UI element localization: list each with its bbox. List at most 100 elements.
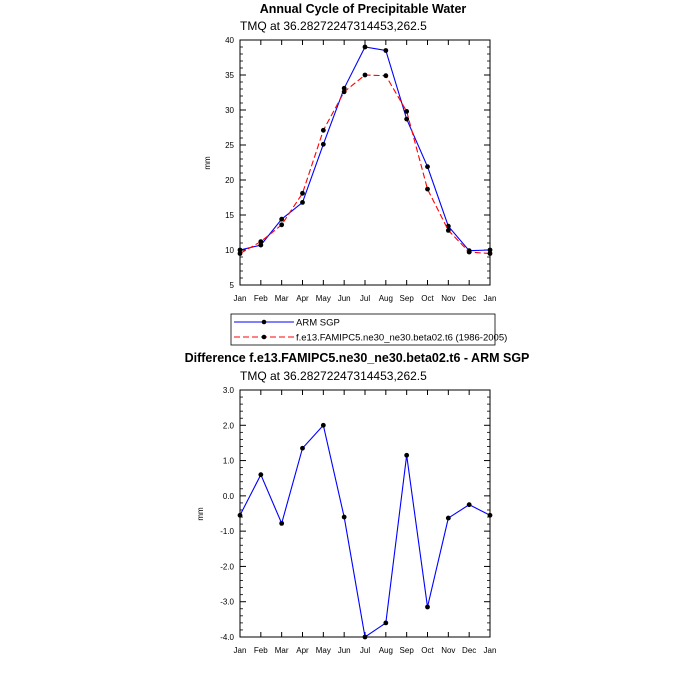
data-point — [487, 251, 493, 256]
data-point — [362, 44, 368, 50]
data-point — [320, 141, 326, 147]
x-tick-label: Oct — [421, 646, 434, 655]
x-tick-label: Aug — [379, 294, 393, 303]
data-point — [362, 634, 368, 640]
legend-box — [230, 313, 496, 346]
y-tick-label: -1.0 — [220, 527, 234, 536]
chart-2-title: Difference f.e13.FAMIPC5.ne30_ne30.beta0… — [185, 351, 530, 365]
data-point — [487, 512, 493, 518]
data-point — [341, 85, 347, 91]
data-point — [445, 228, 451, 233]
chart-2-ticks: Jan Feb Mar Apr May Jun Jul Aug Sep Oct Nov Dec Jan-… — [220, 386, 496, 655]
y-tick-label: 5 — [230, 281, 235, 290]
chart-1-ylabel: mm — [203, 156, 212, 170]
data-point — [258, 242, 264, 248]
x-tick-label: Jan — [234, 294, 247, 303]
data-point — [320, 127, 326, 133]
data-point — [341, 89, 347, 95]
x-tick-label: Oct — [421, 294, 434, 303]
data-point — [383, 48, 389, 53]
y-tick-label: 40 — [225, 36, 234, 45]
y-tick-label: 10 — [225, 246, 234, 255]
data-point — [279, 216, 285, 222]
data-point — [404, 452, 410, 458]
chart-2-subtitle: TMQ at 36.28272247314453,262.5 — [240, 369, 427, 383]
x-tick-label: Jul — [360, 646, 370, 655]
y-tick-label: 0.0 — [223, 492, 235, 501]
data-point — [237, 251, 243, 256]
series-line-1 — [239, 74, 491, 255]
data-point — [445, 223, 451, 229]
y-tick-label: 20 — [225, 176, 234, 185]
chart-1-title: Annual Cycle of Precipitable Water — [260, 2, 467, 16]
chart-1-ticks: Jan Feb Mar Apr May Jun Jul Aug Sep Oct Nov Dec Jan 5… — [225, 36, 496, 303]
chart-1-series — [237, 44, 493, 256]
x-tick-label: Jul — [360, 294, 370, 303]
data-point — [300, 200, 305, 205]
data-point — [445, 515, 451, 521]
y-tick-label: -4.0 — [220, 633, 234, 642]
data-point — [300, 445, 305, 451]
x-tick-label: Feb — [254, 646, 268, 655]
data-point — [425, 186, 430, 192]
series-line-0 — [239, 424, 491, 638]
data-point — [404, 109, 410, 114]
x-tick-label: Feb — [254, 294, 268, 303]
x-tick-label: Jun — [338, 294, 351, 303]
y-tick-label: 15 — [225, 211, 234, 220]
x-tick-label: Apr — [296, 646, 309, 655]
x-tick-label: Apr — [296, 294, 309, 303]
chart-1: Annual Cycle of Precipitable Water TMQ a… — [203, 2, 507, 346]
y-tick-label: 2.0 — [223, 421, 235, 430]
x-tick-label: Mar — [275, 646, 289, 655]
x-tick-label: May — [316, 646, 331, 655]
data-point — [383, 73, 389, 79]
legend-marker-arm-sgp — [261, 319, 267, 325]
data-point — [362, 72, 368, 78]
y-tick-label: 25 — [225, 141, 234, 150]
x-tick-label: Aug — [379, 646, 393, 655]
x-tick-label: Dec — [462, 294, 476, 303]
chart-2-series — [237, 422, 493, 640]
x-tick-label: Dec — [462, 646, 476, 655]
y-tick-label: 3.0 — [223, 386, 235, 395]
x-tick-label: Mar — [275, 294, 289, 303]
data-point — [279, 222, 285, 228]
y-tick-label: -2.0 — [220, 562, 234, 571]
y-tick-label: 1.0 — [223, 457, 235, 466]
x-tick-label: Jun — [338, 646, 351, 655]
chart-2-ylabel: mm — [196, 507, 205, 521]
x-tick-label: Jan — [484, 294, 497, 303]
x-tick-label: Sep — [400, 646, 415, 655]
x-tick-label: Sep — [400, 294, 415, 303]
data-point — [341, 514, 347, 520]
x-tick-label: Jan — [234, 646, 247, 655]
legend-marker-model — [261, 334, 267, 340]
data-point — [258, 239, 264, 245]
y-tick-label: 35 — [225, 71, 234, 80]
data-point — [320, 422, 326, 428]
y-tick-label: -3.0 — [220, 598, 234, 607]
chart-1-subtitle: TMQ at 36.28272247314453,262.5 — [240, 19, 427, 33]
chart-2: Difference f.e13.FAMIPC5.ne30_ne30.beta0… — [185, 351, 530, 655]
legend-label-model: f.e13.FAMIPC5.ne30_ne30.beta02.t6 (1986-… — [296, 333, 507, 344]
legend-label-arm-sgp: ARM SGP — [296, 318, 340, 329]
x-tick-label: Jan — [484, 646, 497, 655]
data-point — [425, 164, 430, 170]
data-point — [466, 502, 472, 508]
x-tick-label: Nov — [441, 646, 455, 655]
data-point — [237, 512, 243, 518]
chart-1-legend: ARM SGP f.e13.FAMIPC5.ne30_ne30.beta02.t… — [230, 313, 507, 346]
data-point — [279, 520, 285, 526]
data-point — [237, 247, 243, 253]
data-point — [466, 249, 472, 255]
data-point — [300, 190, 305, 196]
data-point — [487, 247, 493, 253]
x-tick-label: Nov — [441, 294, 455, 303]
data-point — [383, 620, 389, 626]
x-tick-label: May — [316, 294, 331, 303]
data-point — [258, 472, 264, 478]
y-tick-label: 30 — [225, 106, 234, 115]
data-point — [404, 116, 410, 122]
